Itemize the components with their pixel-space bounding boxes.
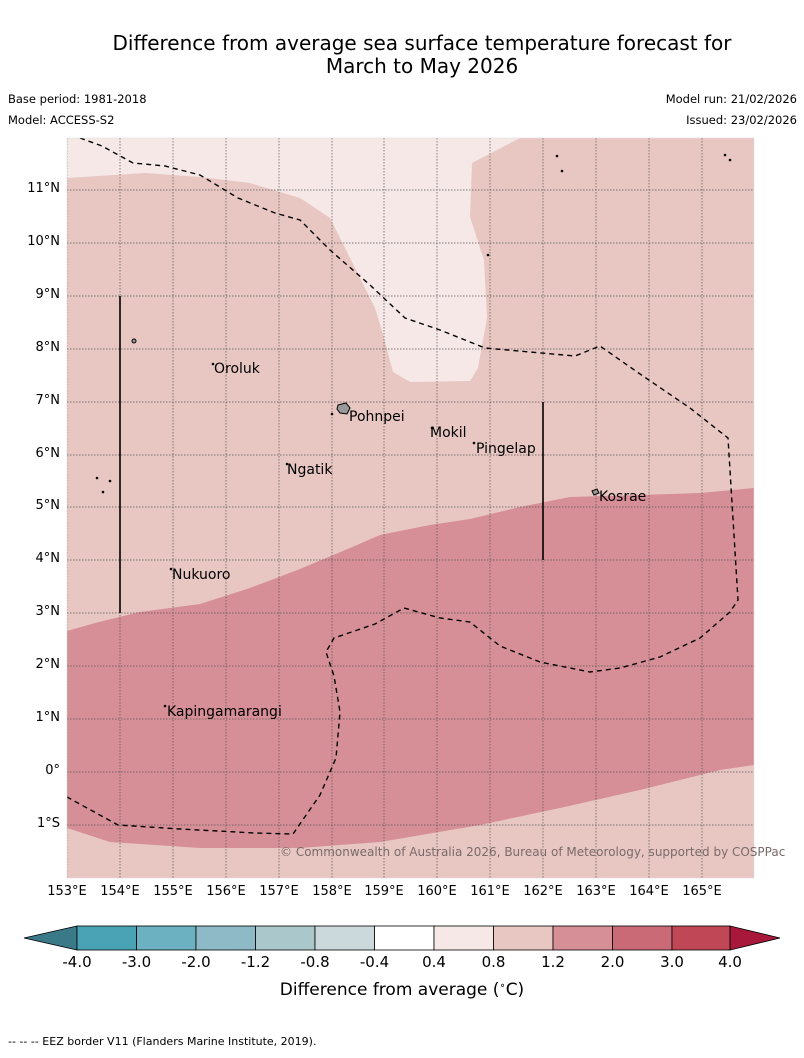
lat-tick-label: 6°N	[35, 446, 61, 461]
colorbar-min-arrow	[23, 925, 78, 951]
lon-tick-label: 157°E	[259, 884, 299, 899]
colorbar-tick-label: -1.2	[240, 953, 271, 971]
islet	[101, 490, 105, 494]
colorbar-tick-label: -2.0	[181, 953, 211, 971]
islet	[169, 567, 173, 571]
label-kosrae: Kosrae	[599, 489, 647, 505]
anomaly-region-0.4-0.8	[67, 138, 520, 382]
lat-tick-label: 7°N	[35, 393, 61, 408]
lat-tick-label: 1°N	[35, 710, 61, 725]
lat-tick-label: 4°N	[35, 551, 61, 566]
lon-tick-label: 158°E	[312, 884, 352, 899]
islet	[723, 153, 727, 157]
colorbar-tick-label: 0.4	[422, 953, 446, 971]
colorbar-bin	[195, 925, 256, 951]
graticule	[67, 138, 754, 878]
colorbar-tick-label: -3.0	[121, 953, 152, 971]
label-mokil: Mokil	[430, 425, 467, 441]
base-period: Base period: 1981-2018	[8, 92, 147, 106]
colorbar-bin	[433, 925, 494, 951]
lat-tick-label: 11°N	[27, 181, 60, 196]
islet	[108, 479, 112, 483]
label-pohnpei: Pohnpei	[349, 409, 405, 425]
colorbar-bin	[255, 925, 316, 951]
islet	[555, 154, 559, 158]
lat-tick-label: 9°N	[35, 287, 61, 302]
lon-tick-label: 165°E	[682, 884, 722, 899]
islet	[560, 169, 564, 173]
label-ngatik: Ngatik	[287, 462, 333, 478]
colorbar-bin	[493, 925, 554, 951]
islet	[211, 362, 215, 366]
model-run: Model run: 21/02/2026	[665, 92, 797, 106]
colorbar-tick-label: -4.0	[62, 953, 92, 971]
islet	[330, 412, 334, 416]
kosrae-island	[591, 488, 600, 496]
lon-tick-label: 160°E	[417, 884, 457, 899]
lon-tick-label: 155°E	[153, 884, 193, 899]
title-line-2: March to May 2026	[325, 54, 519, 78]
colorbar-unit: C)	[505, 980, 525, 1000]
lat-tick-label: 8°N	[35, 340, 61, 355]
colorbar-max-arrow	[729, 925, 781, 951]
pohnpei-island	[336, 402, 351, 415]
islet	[728, 158, 732, 162]
map-area	[67, 138, 754, 878]
label-oroluk: Oroluk	[214, 361, 260, 377]
colorbar-bin	[671, 925, 731, 951]
model-name: Model: ACCESS-S2	[8, 113, 115, 127]
colorbar-label: Difference from average (	[279, 980, 500, 1000]
map-frame	[66, 137, 755, 879]
islet	[472, 441, 476, 445]
copyright-notice: © Commonwealth of Australia 2026, Bureau…	[280, 845, 786, 859]
lon-tick-label: 163°E	[576, 884, 616, 899]
anomaly-region-1.2-2.0	[67, 488, 754, 848]
lon-tick-label: 164°E	[629, 884, 669, 899]
title-line-1: Difference from average sea surface temp…	[112, 31, 732, 55]
colorbar-tick-label: -0.8	[300, 953, 330, 971]
label-pingelap: Pingelap	[476, 441, 536, 457]
lat-tick-label: 1°S	[36, 816, 60, 831]
colorbar-tick-label: 2.0	[600, 953, 625, 971]
label-nukuoro: Nukuoro	[172, 567, 231, 583]
colorbar-tick-label: 0.8	[481, 953, 506, 971]
colorbar-tick-label: 4.0	[718, 953, 742, 971]
colorbar-bin	[314, 925, 375, 951]
eez-legend-note: -- -- -- EEZ border V11 (Flanders Marine…	[8, 1035, 317, 1048]
lat-tick-label: 0°	[45, 763, 60, 778]
colorbar-bin	[136, 925, 197, 951]
map-title: Difference from average sea surface temp…	[0, 32, 804, 78]
islet	[430, 426, 434, 430]
lat-tick-label: 10°N	[27, 234, 60, 249]
colorbar-tick-label: 1.2	[541, 953, 565, 971]
issued-date: Issued: 23/02/2026	[686, 113, 797, 127]
eez-border	[67, 138, 739, 835]
colorbar-bin	[76, 925, 137, 951]
lat-tick-label: 5°N	[35, 498, 61, 513]
islet	[285, 462, 289, 466]
colorbar-bin	[374, 925, 435, 951]
lon-tick-label: 154°E	[100, 884, 140, 899]
colorbar-bin	[552, 925, 613, 951]
lon-tick-label: 162°E	[523, 884, 563, 899]
lat-tick-label: 3°N	[35, 604, 61, 619]
lon-tick-label: 159°E	[364, 884, 404, 899]
land-masses	[95, 153, 732, 708]
islet	[95, 476, 99, 480]
colorbar-tick-label: -0.4	[359, 953, 390, 971]
islet	[486, 253, 490, 257]
label-kapingamarangi: Kapingamarangi	[167, 704, 282, 720]
colorbar-title: Difference from average (∘C)	[279, 980, 525, 1000]
colorbar	[23, 925, 781, 951]
lon-tick-label: 156°E	[206, 884, 246, 899]
lat-tick-label: 2°N	[35, 657, 61, 672]
islet	[163, 704, 167, 708]
lon-tick-label: 161°E	[470, 884, 510, 899]
colorbar-bin	[612, 925, 673, 951]
colorbar-tick-label: 3.0	[660, 953, 684, 971]
islet	[131, 338, 137, 344]
lon-tick-label: 153°E	[47, 884, 87, 899]
